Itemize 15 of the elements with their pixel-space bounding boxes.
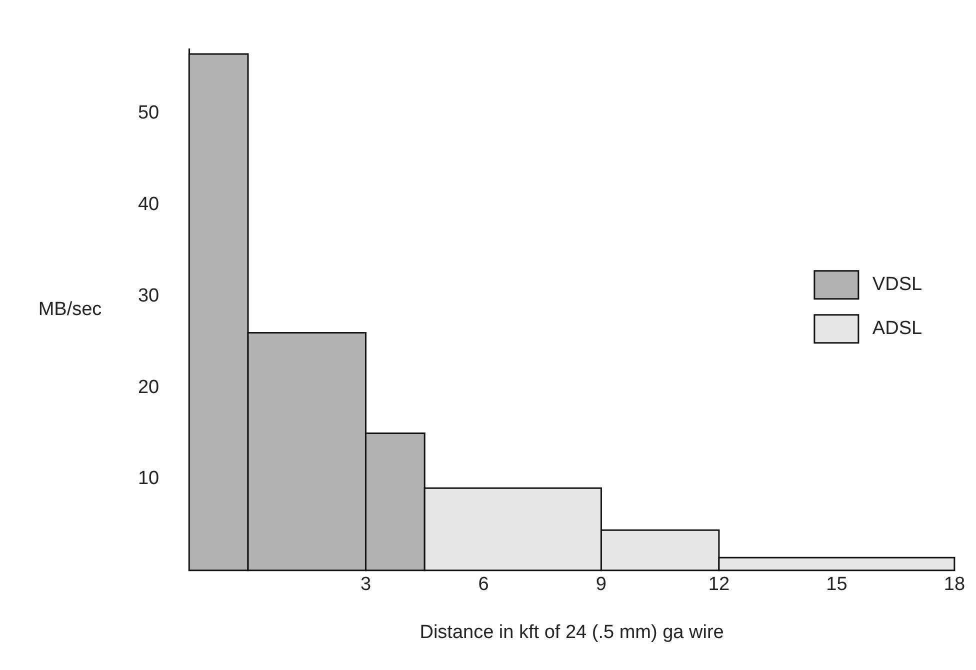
y-tick-label: 40 [138, 194, 160, 216]
x-tick-label: 15 [826, 574, 848, 596]
x-tick-label: 18 [944, 574, 966, 596]
x-axis-title: Distance in kft of 24 (.5 mm) ga wire [420, 622, 724, 643]
y-axis-title: MB/sec [38, 299, 102, 320]
y-tick-label: 20 [138, 376, 160, 398]
x-tick-label: 6 [478, 574, 489, 596]
x-tick-label: 12 [708, 574, 730, 596]
x-tick-label: 3 [360, 574, 372, 596]
legend-label: ADSL [872, 318, 922, 340]
y-tick-label: 50 [138, 102, 160, 124]
x-tick-label: 9 [596, 574, 607, 596]
y-tick-label: 30 [138, 285, 160, 306]
legend-label: VDSL [872, 274, 922, 296]
y-tick-label: 10 [138, 468, 160, 490]
